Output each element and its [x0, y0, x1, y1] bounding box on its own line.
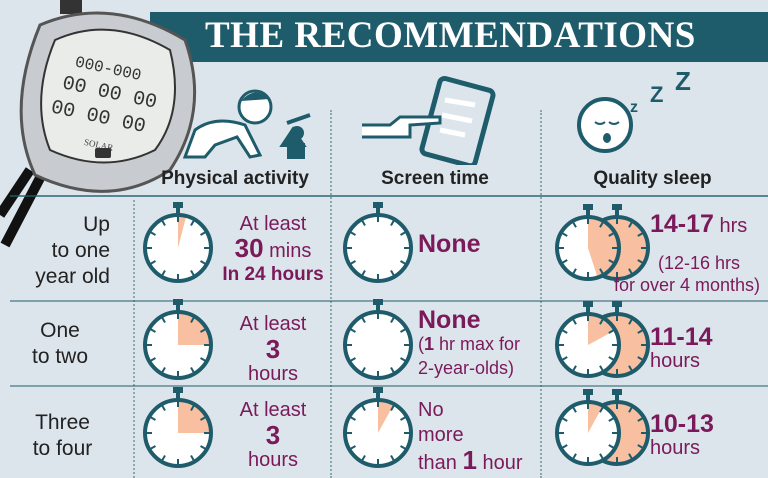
svg-text:Z: Z	[675, 70, 691, 96]
physical-row2-text: At least 3 hours	[218, 312, 328, 387]
sleeping-baby-icon: z Z Z	[577, 70, 691, 153]
screen-stopwatch-icon	[343, 299, 413, 380]
text: hr max for	[434, 334, 521, 354]
clock-fill	[178, 312, 211, 345]
unit: hours	[247, 449, 299, 471]
column-divider	[540, 110, 542, 478]
header-divider	[10, 195, 768, 197]
screen-row1-text: None	[418, 230, 481, 258]
text-line: more	[418, 424, 464, 446]
title-banner	[150, 12, 768, 62]
text-line: No	[418, 399, 444, 421]
row-label-line: Up	[83, 213, 110, 236]
clock-fill	[178, 400, 211, 433]
clock-fill	[178, 215, 187, 248]
row-label-line: to four	[32, 437, 93, 460]
sleep-front-stopwatch-icon	[555, 389, 621, 466]
text-line: 2-year-olds)	[418, 358, 515, 378]
stopwatch-illustration-icon: 000-000 00 00 00 00 00 00 SOLAR	[0, 0, 197, 248]
sleep-row3-text: 10-13 hours	[650, 412, 714, 460]
row-label-line: Three	[35, 411, 90, 434]
screen-row2-text: None (1 hr max for 2-year-olds)	[418, 308, 520, 380]
text-line: At least	[239, 313, 307, 335]
tablet-pointing-hand-icon	[362, 75, 496, 165]
svg-text:Z: Z	[650, 82, 663, 107]
unit: hours	[247, 363, 299, 385]
text-line: for over 4 months)	[613, 275, 760, 295]
clock-fill	[378, 400, 394, 433]
text-line: (12-16 hrs	[657, 253, 740, 273]
row-divider	[10, 300, 768, 302]
sleep-row1-value: 14-17 hrs	[650, 212, 747, 238]
column-heading-quality-sleep: Quality sleep	[593, 168, 712, 189]
row-label-line: year old	[35, 265, 110, 288]
unit: hour	[482, 452, 523, 474]
row-label-one-to-two: One to two	[20, 318, 100, 370]
value: 3	[265, 420, 281, 450]
screen-stopwatch-icon	[343, 202, 413, 283]
value: 14-17	[650, 210, 714, 238]
row-label-line: to two	[31, 345, 89, 368]
crawling-baby-icon	[182, 89, 311, 159]
screen-row3-text: No more than 1 hour	[418, 398, 523, 476]
value: 30	[234, 233, 264, 263]
screen-stopwatch-icon	[343, 387, 413, 468]
page-title: THE RECOMMENDATIONS	[205, 15, 696, 56]
column-heading-physical-activity: Physical activity	[161, 168, 309, 189]
unit: hours	[650, 437, 701, 459]
column-divider	[330, 110, 332, 478]
unit: hrs	[719, 215, 748, 237]
row-label-line: One	[40, 319, 80, 342]
unit: hours	[650, 350, 701, 372]
text: 1	[424, 334, 435, 354]
value: 1	[462, 445, 477, 475]
row-label-three-to-four: Three to four	[20, 410, 105, 462]
sleep-front-stopwatch-icon	[555, 204, 621, 281]
text: than	[418, 452, 457, 474]
physical-stopwatch-icon	[143, 299, 213, 380]
physical-row3-text: At least 3 hours	[218, 398, 328, 473]
unit: mins	[269, 240, 312, 262]
value: 10-13	[650, 410, 714, 438]
text-line: At least	[239, 399, 307, 421]
text-line: In 24 hours	[222, 264, 324, 285]
sleep-row2-text: 11-14 hours	[650, 325, 713, 373]
value: 3	[265, 334, 281, 364]
row-label-up-to-one: Up to one year old	[20, 212, 110, 290]
row-divider	[10, 385, 768, 387]
text-line: At least	[239, 213, 307, 235]
physical-row1-text: At least 30 mins In 24 hours	[218, 212, 328, 287]
column-heading-screen-time: Screen time	[381, 168, 489, 189]
value: None	[418, 306, 481, 334]
column-divider	[133, 200, 135, 478]
svg-text:z: z	[630, 99, 638, 116]
text: (	[418, 334, 424, 354]
value: 11-14	[650, 323, 713, 351]
physical-stopwatch-icon	[143, 387, 213, 468]
sleep-row1-note: (12-16 hrs for over 4 months)	[570, 252, 760, 296]
physical-stopwatch-icon	[143, 202, 213, 283]
sleep-front-stopwatch-icon	[555, 301, 621, 378]
clock-fill	[588, 402, 603, 433]
row-label-line: to one	[51, 239, 110, 262]
